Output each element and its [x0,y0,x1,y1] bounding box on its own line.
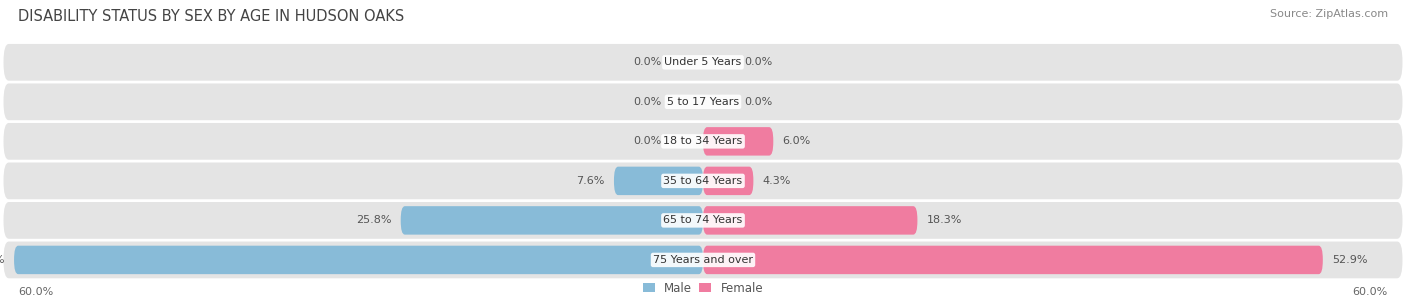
FancyBboxPatch shape [3,84,1403,120]
Text: 18 to 34 Years: 18 to 34 Years [664,136,742,146]
Text: Source: ZipAtlas.com: Source: ZipAtlas.com [1270,9,1388,19]
Text: 18.3%: 18.3% [927,216,962,225]
FancyBboxPatch shape [703,246,1323,274]
FancyBboxPatch shape [614,167,703,195]
Text: 60.0%: 60.0% [18,287,53,297]
Text: 0.0%: 0.0% [634,57,662,67]
Text: 60.0%: 60.0% [1353,287,1388,297]
Text: 6.0%: 6.0% [783,136,811,146]
Text: 7.6%: 7.6% [576,176,605,186]
FancyBboxPatch shape [703,206,917,235]
Text: 58.8%: 58.8% [0,255,4,265]
Legend: Male, Female: Male, Female [643,282,763,295]
FancyBboxPatch shape [14,246,703,274]
FancyBboxPatch shape [3,44,1403,81]
Text: 35 to 64 Years: 35 to 64 Years [664,176,742,186]
Text: 0.0%: 0.0% [634,136,662,146]
FancyBboxPatch shape [3,163,1403,199]
FancyBboxPatch shape [3,242,1403,278]
FancyBboxPatch shape [3,123,1403,160]
Text: DISABILITY STATUS BY SEX BY AGE IN HUDSON OAKS: DISABILITY STATUS BY SEX BY AGE IN HUDSO… [18,9,405,24]
FancyBboxPatch shape [703,167,754,195]
Text: 0.0%: 0.0% [634,97,662,107]
Text: 25.8%: 25.8% [356,216,391,225]
Text: 0.0%: 0.0% [744,97,772,107]
Text: Under 5 Years: Under 5 Years [665,57,741,67]
Text: 65 to 74 Years: 65 to 74 Years [664,216,742,225]
Text: 0.0%: 0.0% [744,57,772,67]
Text: 75 Years and over: 75 Years and over [652,255,754,265]
FancyBboxPatch shape [703,127,773,156]
FancyBboxPatch shape [3,202,1403,239]
Text: 5 to 17 Years: 5 to 17 Years [666,97,740,107]
Text: 52.9%: 52.9% [1333,255,1368,265]
FancyBboxPatch shape [401,206,703,235]
Text: 4.3%: 4.3% [762,176,792,186]
